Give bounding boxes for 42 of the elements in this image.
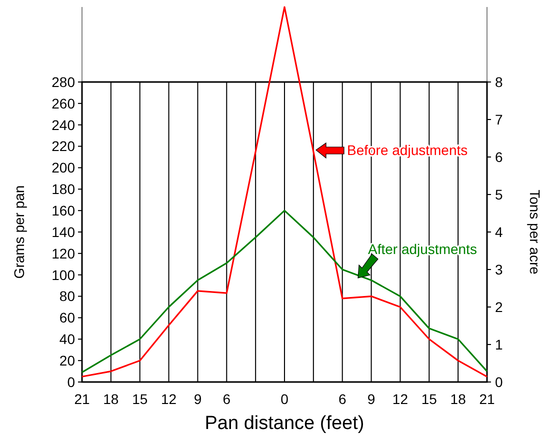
y2-tick-label: 6: [495, 148, 503, 165]
x-tick-label: 15: [421, 391, 438, 407]
line-series: [81, 6, 488, 378]
x-tick-label: 0: [280, 391, 289, 407]
x-tick-label: 18: [103, 391, 119, 407]
y-tick-label: 0: [67, 374, 76, 390]
y-tick-label: 120: [52, 245, 76, 262]
x-tick-label: 21: [479, 391, 495, 407]
y-tick-label: 280: [52, 74, 76, 90]
x-tick-label: 9: [367, 391, 376, 407]
y-tick-label: 200: [52, 160, 76, 176]
y2-axis-title: Tons per acre: [527, 190, 543, 275]
y2-tick-label: 8: [495, 74, 503, 90]
x-tick-label: 21: [74, 391, 90, 407]
line-series: [81, 210, 488, 374]
y-tick-label: 140: [52, 224, 76, 240]
x-tick-label: 12: [160, 391, 177, 407]
x-tick-label: 6: [338, 391, 346, 407]
x-tick-label: 15: [132, 391, 148, 407]
x-axis-title: Pan distance (feet): [204, 413, 364, 434]
x-tick-label: 6: [222, 391, 231, 407]
y2-tick-label: 3: [495, 261, 503, 278]
y-axis-title: Grams per pan: [11, 185, 27, 279]
y-tick-label: 20: [59, 352, 76, 368]
y-tick-label: 60: [59, 310, 76, 326]
y2-tick-label: 7: [495, 111, 503, 128]
y2-tick-label: 4: [495, 224, 503, 240]
y-tick-label: 160: [52, 202, 76, 218]
y-tick-label: 180: [52, 181, 76, 198]
y2-tick-label: 1: [495, 336, 503, 352]
y2-tick-label: 5: [495, 186, 503, 202]
y2-tick-label: 0: [495, 374, 503, 390]
y2-tick-label: 2: [495, 298, 503, 315]
y-tick-label: 260: [52, 95, 76, 112]
x-tick-label: 9: [194, 391, 202, 407]
x-tick-label: 12: [392, 391, 408, 407]
y-tick-label: 80: [59, 288, 76, 304]
x-tick-label: 18: [450, 391, 466, 407]
y-tick-label: 220: [52, 138, 76, 154]
y-tick-label: 40: [59, 331, 76, 348]
y-tick-label: 100: [52, 266, 76, 283]
y-tick-label: 240: [52, 116, 76, 133]
